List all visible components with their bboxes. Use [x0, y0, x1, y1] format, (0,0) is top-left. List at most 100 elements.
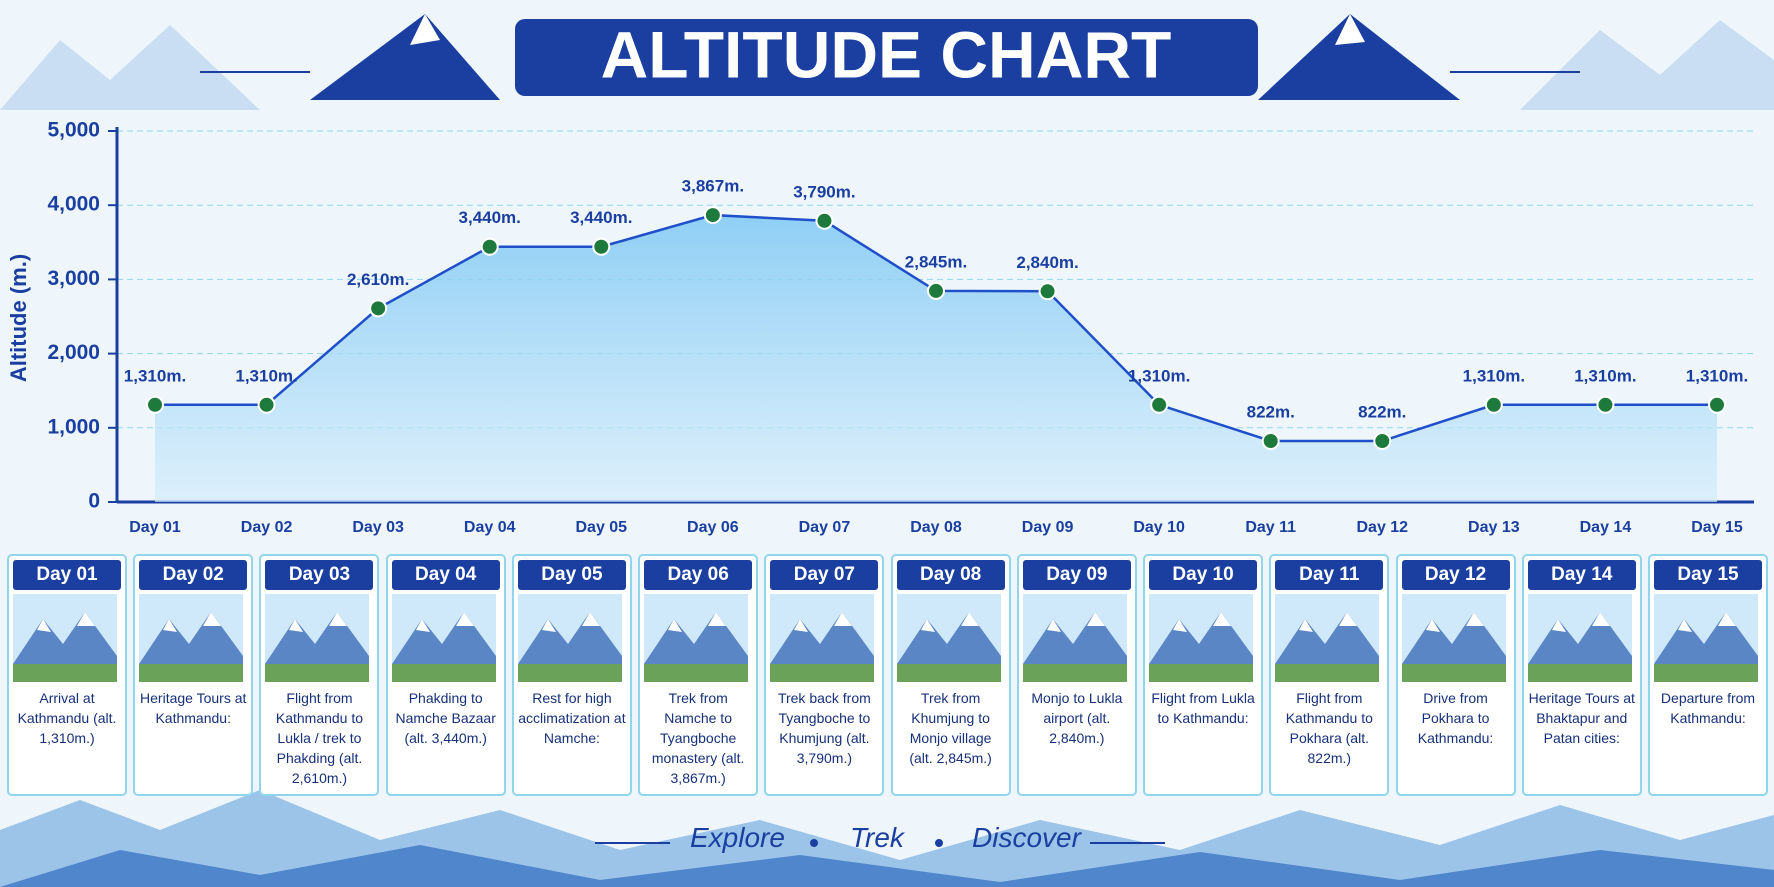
footer-word: Trek: [850, 822, 904, 853]
x-tick-label: Day 06: [687, 519, 739, 536]
value-label: 822m.: [1247, 402, 1295, 421]
card-image: [13, 594, 121, 682]
card-text: Monjo to Lukla airport (alt. 2,840m.): [1031, 690, 1123, 746]
card-text: Heritage Tours at Kathmandu:: [140, 690, 247, 726]
card-text: Trek back from Tyangboche to Khumjung (a…: [777, 690, 871, 766]
y-tick-label: 2,000: [47, 341, 100, 364]
marker: [592, 237, 611, 256]
card-text: Flight from Lukla to Kathmandu:: [1151, 690, 1255, 726]
card-image: [1275, 594, 1383, 682]
marker: [815, 211, 834, 230]
card-image: [770, 594, 878, 682]
card-day: Day 11: [1275, 560, 1384, 590]
marker: [703, 206, 722, 225]
x-tick-label: Day 04: [464, 519, 516, 536]
day-card: Day 06 Trek from Namche to Tyangboche mon…: [638, 554, 759, 796]
marker: [1150, 395, 1169, 414]
card-day: Day 15: [1654, 560, 1762, 590]
card-illustration: [265, 594, 370, 682]
card-day: Day 12: [1401, 560, 1510, 590]
card-day: Day 04: [391, 560, 500, 590]
value-label: 1,310m.: [1574, 366, 1636, 385]
card-image: [139, 594, 247, 682]
x-tick-label: Day 13: [1468, 519, 1520, 536]
card-text: Phakding to Namche Bazaar (alt. 3,440m.): [395, 690, 496, 746]
card-illustration: [1022, 594, 1127, 682]
x-tick-label: Day 07: [799, 519, 851, 536]
footer-word: Explore: [690, 822, 785, 853]
x-tick-label: Day 09: [1022, 519, 1074, 536]
value-label: 3,440m.: [570, 208, 632, 227]
card-illustration: [517, 594, 622, 682]
card-illustration: [139, 594, 244, 682]
day-card: Day 10 Flight from Lukla to Kathmandu:: [1143, 554, 1264, 796]
decor-mountains: [0, 20, 1774, 887]
footer-word: Discover: [972, 822, 1081, 853]
value-label: 2,610m.: [347, 270, 409, 289]
decor-footer-lines: [595, 839, 1165, 847]
marker: [257, 395, 276, 414]
x-tick-label: Day 01: [129, 519, 181, 536]
day-card: Day 15 Departure from Kathmandu:: [1648, 554, 1768, 796]
value-label: 2,845m.: [905, 252, 967, 271]
y-tick-label: 0: [88, 490, 100, 513]
value-label: 1,310m.: [1686, 366, 1748, 385]
y-tick-label: 4,000: [47, 193, 100, 216]
x-tick-label: Day 11: [1245, 519, 1296, 536]
day-card: Day 11 Flight from Kathmandu to Pokhara (…: [1269, 554, 1390, 796]
y-tick-label: 5,000: [47, 119, 100, 142]
card-text: Trek from Khumjung to Monjo village (alt…: [909, 690, 992, 766]
day-card: Day 09 Monjo to Lukla airport (alt. 2,840…: [1016, 554, 1137, 796]
card-day: Day 07: [770, 560, 879, 590]
card-illustration: [13, 594, 117, 682]
marker: [369, 299, 388, 318]
card-day: Day 10: [1149, 560, 1258, 590]
card-day: Day 05: [517, 560, 626, 590]
title-mountains: [200, 14, 1580, 100]
marker: [146, 395, 164, 414]
value-label: 3,790m.: [793, 182, 855, 201]
value-label: 3,440m.: [459, 208, 521, 227]
card-text: Rest for high acclimatization at Namche:: [518, 690, 626, 746]
x-tick-label: Day 10: [1133, 519, 1185, 536]
card-image: [1527, 594, 1636, 682]
card-image: [1149, 594, 1257, 682]
card-text: Flight from Kathmandu to Pokhara (alt. 8…: [1285, 690, 1373, 766]
card-image: [1654, 594, 1762, 682]
card-illustration: [1149, 594, 1254, 682]
value-label: 1,310m.: [1128, 366, 1190, 385]
title-banner: [515, 19, 1258, 96]
marker: [927, 281, 945, 300]
chart-title: ALTITUDE CHART: [601, 17, 1172, 91]
marker: [480, 237, 499, 256]
card-day: Day 14: [1527, 560, 1636, 590]
card-illustration: [770, 594, 875, 682]
card-text: Arrival at Kathmandu (alt. 1,310m.): [17, 690, 117, 746]
y-tick-label: 3,000: [47, 267, 100, 290]
card-illustration: [1401, 594, 1506, 682]
day-card: Day 14 Heritage Tours at Bhaktapur and Pa…: [1521, 554, 1642, 796]
value-label: 1,310m.: [124, 366, 186, 385]
card-text: Flight from Kathmandu to Lukla / trek to…: [275, 690, 364, 786]
card-day: Day 01: [13, 560, 121, 590]
card-image: [517, 594, 626, 682]
day-card: Day 03 Flight from Kathmandu to Lukla / t…: [259, 554, 380, 796]
card-illustration: [1527, 594, 1632, 682]
value-label: 3,867m.: [682, 177, 744, 196]
card-illustration: [1275, 594, 1380, 682]
x-tick-label: Day 08: [910, 519, 962, 536]
day-card: Day 04 Phakding to Namche Bazaar (alt. 3,…: [385, 554, 506, 796]
card-text: Heritage Tours at Bhaktapur and Patan ci…: [1528, 690, 1635, 746]
x-tick-label: Day 02: [241, 519, 293, 536]
value-label: 1,310m.: [235, 366, 297, 385]
day-card: Day 05 Rest for high acclimatization at N…: [511, 554, 632, 796]
day-card: Day 01 Arrival at Kathmandu (alt. 1,310m.…: [7, 554, 127, 796]
card-day: Day 08: [896, 560, 1005, 590]
marker: [1373, 432, 1392, 451]
card-text: Departure from Kathmandu:: [1660, 690, 1756, 726]
x-tick-label: Day 15: [1691, 519, 1743, 536]
value-label: 1,310m.: [1463, 366, 1525, 385]
card-day: Day 09: [1022, 560, 1131, 590]
marker: [1038, 282, 1057, 301]
